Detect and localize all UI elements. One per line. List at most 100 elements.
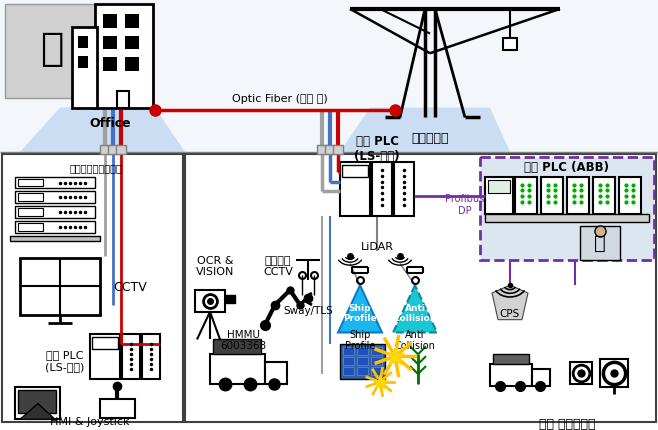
Bar [213, 340, 261, 354]
Text: 국산 PLC
(LS-산전): 국산 PLC (LS-산전) [354, 135, 400, 163]
Bar [18, 209, 43, 217]
Bar [125, 37, 139, 50]
Bar [541, 177, 563, 215]
Bar [116, 146, 126, 154]
Text: 👤: 👤 [594, 233, 606, 253]
Text: Ship
Profile: Ship Profile [345, 329, 375, 350]
Text: LiDAR: LiDAR [361, 241, 393, 251]
Bar [343, 357, 354, 365]
Bar [532, 369, 550, 386]
Bar [72, 28, 97, 108]
Bar [18, 390, 56, 414]
Bar [195, 290, 225, 312]
Polygon shape [20, 404, 55, 419]
Bar [600, 359, 628, 387]
Bar [485, 177, 513, 215]
Polygon shape [338, 286, 382, 333]
Bar [100, 399, 135, 418]
Bar [142, 335, 160, 379]
Bar [18, 194, 43, 202]
Text: Anti
Collision: Anti Collision [395, 329, 436, 350]
Bar [122, 335, 140, 379]
Bar [78, 37, 88, 49]
Bar [570, 362, 592, 384]
Text: HMI & Joystick: HMI & Joystick [50, 416, 130, 426]
Bar [15, 192, 95, 204]
Bar [515, 177, 537, 215]
Bar [5, 5, 100, 98]
Bar [15, 221, 95, 233]
Text: 원격운전
CCTV: 원격운전 CCTV [263, 255, 293, 276]
Bar [15, 207, 95, 218]
Text: Optic Fiber (기존 망): Optic Fiber (기존 망) [232, 93, 328, 104]
Bar [371, 347, 382, 355]
Polygon shape [393, 286, 437, 333]
Bar [371, 357, 382, 365]
Bar [485, 215, 649, 222]
Bar [108, 146, 118, 154]
Bar [78, 57, 88, 69]
Text: 기존 PLC (ABB): 기존 PLC (ABB) [524, 161, 609, 174]
Bar [357, 367, 368, 375]
Bar [580, 227, 620, 261]
Bar [340, 163, 370, 217]
Bar [125, 15, 139, 28]
Bar [100, 146, 110, 154]
Bar [92, 338, 118, 350]
Text: 국산 PLC
(LS-산전): 국산 PLC (LS-산전) [45, 350, 84, 371]
Text: 원격관제운영시스템: 원격관제운영시스템 [70, 163, 123, 172]
Text: Profibus
DP: Profibus DP [445, 194, 485, 215]
Polygon shape [340, 108, 510, 153]
Bar [20, 258, 100, 315]
Polygon shape [20, 108, 185, 153]
Text: OCR &
VISION: OCR & VISION [196, 255, 234, 276]
Bar [265, 362, 287, 384]
Bar [103, 58, 117, 72]
Bar [619, 177, 641, 215]
Bar [593, 177, 615, 215]
Bar [333, 146, 343, 154]
Bar [371, 367, 382, 375]
Bar [394, 163, 414, 217]
Bar [185, 154, 656, 422]
Bar [340, 344, 385, 379]
Text: CPS: CPS [500, 308, 520, 318]
Text: Ship
Profile: Ship Profile [343, 304, 377, 323]
Bar [372, 163, 392, 217]
Bar [480, 157, 654, 261]
Text: Office: Office [89, 117, 131, 129]
Bar [493, 354, 529, 364]
Bar [117, 92, 129, 108]
Polygon shape [492, 286, 528, 320]
Bar [15, 387, 60, 419]
Bar [357, 347, 368, 355]
Text: Anti
Collision: Anti Collision [393, 304, 437, 323]
Bar [343, 347, 354, 355]
Text: HMMU
6003368: HMMU 6003368 [220, 329, 266, 350]
Bar [210, 354, 265, 384]
Bar [15, 177, 95, 189]
Bar [95, 5, 153, 108]
Bar [125, 58, 139, 72]
Text: CCTV: CCTV [113, 280, 147, 293]
Text: Sway/TLS: Sway/TLS [283, 305, 333, 315]
Bar [10, 236, 100, 241]
Bar [2, 154, 183, 422]
Bar [103, 37, 117, 50]
Bar [225, 295, 235, 303]
Bar [357, 357, 368, 365]
Text: 📷: 📷 [40, 30, 64, 68]
Text: 기존 크레인설비: 기존 크레인설비 [539, 417, 595, 430]
Bar [325, 146, 335, 154]
Bar [18, 179, 43, 187]
Text: 안벽크레인: 안벽크레인 [411, 131, 449, 144]
Bar [0, 0, 658, 153]
Bar [342, 166, 368, 177]
Bar [18, 224, 43, 231]
Bar [343, 367, 354, 375]
Bar [490, 364, 532, 386]
Bar [503, 40, 517, 51]
Bar [488, 180, 510, 194]
Bar [103, 15, 117, 28]
Bar [567, 177, 589, 215]
